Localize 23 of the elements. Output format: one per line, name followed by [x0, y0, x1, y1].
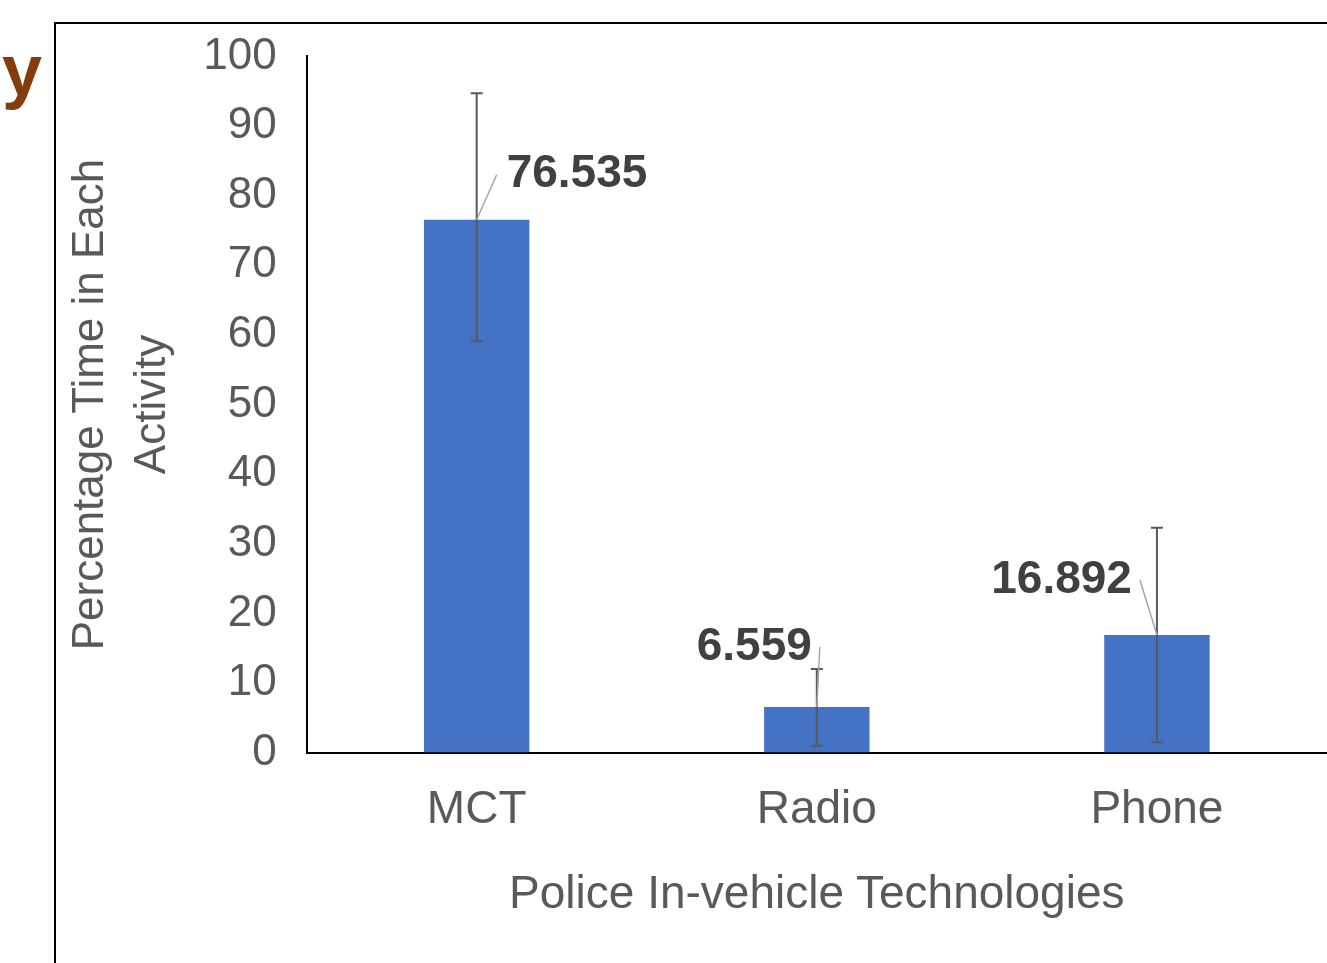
data-label: 76.535	[506, 145, 648, 198]
y-tick-label: 70	[227, 237, 277, 287]
data-label: 16.892	[991, 550, 1132, 603]
bar	[764, 706, 870, 753]
text: y	[2, 30, 43, 110]
y-tick-label: 100	[203, 28, 277, 78]
y-tick-label: 80	[227, 167, 277, 217]
y-tick-label: 90	[227, 98, 277, 148]
y-tick-label: 60	[227, 307, 277, 357]
y-axis-title: Percentage Time in Each Activity	[62, 158, 174, 651]
bar	[1104, 635, 1210, 753]
x-axis-title: Police In-vehicle Technologies	[509, 866, 1125, 919]
x-tick-label: Radio	[756, 780, 877, 833]
y-tick-label: 30	[227, 515, 277, 565]
y-tick-label: 50	[227, 376, 277, 426]
y-tick-label: 20	[227, 585, 277, 635]
y-tick-label: 10	[227, 655, 277, 705]
x-tick-label: Phone	[1090, 780, 1224, 833]
bar	[423, 219, 530, 753]
y-tick-label: 0	[252, 724, 277, 774]
y-tick-label: 40	[227, 446, 277, 496]
data-label: 6.559	[696, 617, 812, 670]
x-tick-label: MCT	[426, 780, 527, 833]
